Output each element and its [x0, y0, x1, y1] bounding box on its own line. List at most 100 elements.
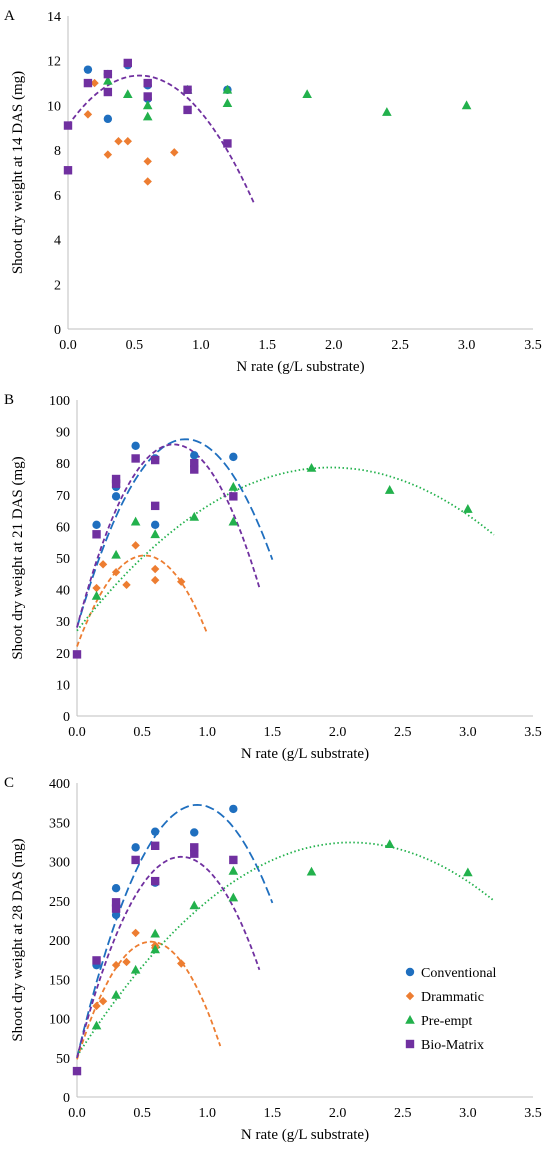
panel-c: C 0 50 100 150 200 250 300 350 400 0.0 0.5 1.0 1.5 2.0…	[4, 775, 542, 1143]
legend-label-drammatic: Drammatic	[421, 990, 484, 1005]
legend-label-bio-matrix: Bio-Matrix	[421, 1038, 484, 1053]
y-tick-label: 90	[56, 426, 70, 441]
point-pre-empt	[384, 839, 395, 849]
point-drammatic	[92, 583, 101, 593]
point-drammatic	[98, 560, 108, 569]
y-tick-label: 10	[56, 678, 70, 693]
point-pre-empt	[228, 865, 239, 875]
point-bio-matrix	[92, 956, 101, 965]
point-bio-matrix	[190, 465, 199, 474]
y-tick-label: 14	[47, 10, 61, 25]
y-tick-label: 12	[47, 55, 61, 70]
point-pre-empt	[461, 100, 472, 110]
point-conventional	[190, 828, 199, 837]
y-tick-label: 200	[49, 934, 70, 949]
point-drammatic	[90, 78, 99, 88]
point-bio-matrix	[229, 855, 238, 865]
x-tick-label: 1.0	[199, 725, 217, 740]
point-conventional	[111, 883, 121, 893]
point-pre-empt	[111, 549, 121, 559]
point-pre-empt	[228, 516, 239, 526]
point-conventional	[150, 827, 160, 836]
x-tick-label: 0.0	[68, 1106, 86, 1121]
x-tick-label: 1.5	[264, 1106, 282, 1121]
x-tick-label: 2.0	[325, 338, 343, 353]
point-bio-matrix	[143, 92, 152, 101]
point-bio-matrix	[123, 58, 132, 68]
point-conventional	[229, 452, 238, 462]
y-tick-label: 400	[49, 777, 70, 792]
point-pre-empt	[189, 900, 200, 910]
point-drammatic	[177, 577, 186, 586]
point-bio-matrix	[131, 454, 140, 463]
point-drammatic	[170, 148, 179, 157]
y-tick-label: 0	[54, 323, 61, 338]
legend: Conventional Drammatic Pre-empt Bio-Matrix	[405, 966, 497, 1053]
legend-label-conventional: Conventional	[421, 966, 497, 981]
point-conventional	[103, 114, 113, 124]
point-bio-matrix	[143, 78, 152, 88]
point-pre-empt	[302, 89, 312, 99]
point-pre-empt	[306, 866, 317, 876]
y-tick-label: 100	[49, 394, 70, 409]
trendline-pre-empt	[76, 466, 495, 632]
point-bio-matrix	[190, 849, 199, 858]
point-pre-empt	[130, 516, 141, 526]
y-axis-title: Shoot dry weight at 21 DAS (mg)	[10, 456, 26, 659]
y-tick-label: 2	[54, 278, 61, 293]
point-conventional	[190, 451, 199, 460]
trendline-bio-matrix	[67, 74, 255, 204]
point-pre-empt	[150, 529, 160, 539]
point-drammatic	[131, 928, 140, 938]
legend-marker-conventional	[405, 967, 415, 977]
panel-letter: B	[4, 392, 14, 408]
x-tick-label: 1.0	[192, 338, 210, 353]
point-bio-matrix	[150, 455, 160, 465]
trendline-drammatic	[76, 554, 209, 647]
point-bio-matrix	[63, 121, 73, 130]
y-tick-label: 8	[54, 144, 61, 159]
point-drammatic	[111, 568, 121, 577]
point-pre-empt	[463, 867, 473, 877]
point-drammatic	[92, 1001, 101, 1011]
y-tick-label: 250	[49, 895, 70, 910]
x-tick-label: 3.0	[458, 338, 476, 353]
trendline-bio-matrix	[76, 443, 261, 628]
point-drammatic	[131, 541, 140, 550]
x-tick-label: 1.5	[259, 338, 277, 353]
point-pre-empt	[189, 511, 200, 521]
y-tick-label: 4	[54, 234, 61, 249]
trendline-drammatic	[76, 940, 222, 1060]
point-bio-matrix	[190, 843, 199, 852]
point-conventional	[92, 520, 101, 530]
trendline-pre-empt	[76, 841, 495, 1057]
point-bio-matrix	[72, 1066, 82, 1076]
y-tick-label: 0	[63, 1091, 70, 1106]
point-bio-matrix	[150, 841, 160, 850]
point-pre-empt	[150, 928, 160, 938]
x-tick-label: 2.5	[391, 338, 409, 353]
point-drammatic	[123, 137, 132, 146]
y-axis-title: Shoot dry weight at 14 DAS (mg)	[10, 71, 26, 274]
point-drammatic	[98, 997, 108, 1006]
point-drammatic	[150, 564, 160, 574]
y-tick-label: 40	[56, 584, 70, 599]
point-pre-empt	[111, 989, 121, 999]
legend-label-pre-empt: Pre-empt	[421, 1014, 472, 1029]
point-bio-matrix	[183, 85, 192, 94]
panel-a: A 0 2 4 6 8 10 12 14 0.0 0.5 1.0 1.5 2.0 2.5 3.0 3.5 N ra…	[4, 8, 542, 375]
point-drammatic	[143, 177, 152, 186]
point-pre-empt	[130, 964, 141, 974]
trendline-conventional	[76, 438, 274, 628]
y-tick-label: 50	[56, 1052, 70, 1067]
point-conventional	[83, 65, 93, 74]
point-bio-matrix	[131, 855, 140, 865]
point-pre-empt	[384, 485, 395, 494]
legend-marker-pre-empt	[405, 1015, 415, 1024]
point-bio-matrix	[183, 105, 192, 115]
y-axis-title: Shoot dry weight at 28 DAS (mg)	[10, 838, 26, 1041]
point-bio-matrix	[103, 87, 113, 97]
y-tick-label: 6	[54, 189, 61, 204]
x-tick-label: 0.0	[59, 338, 77, 353]
